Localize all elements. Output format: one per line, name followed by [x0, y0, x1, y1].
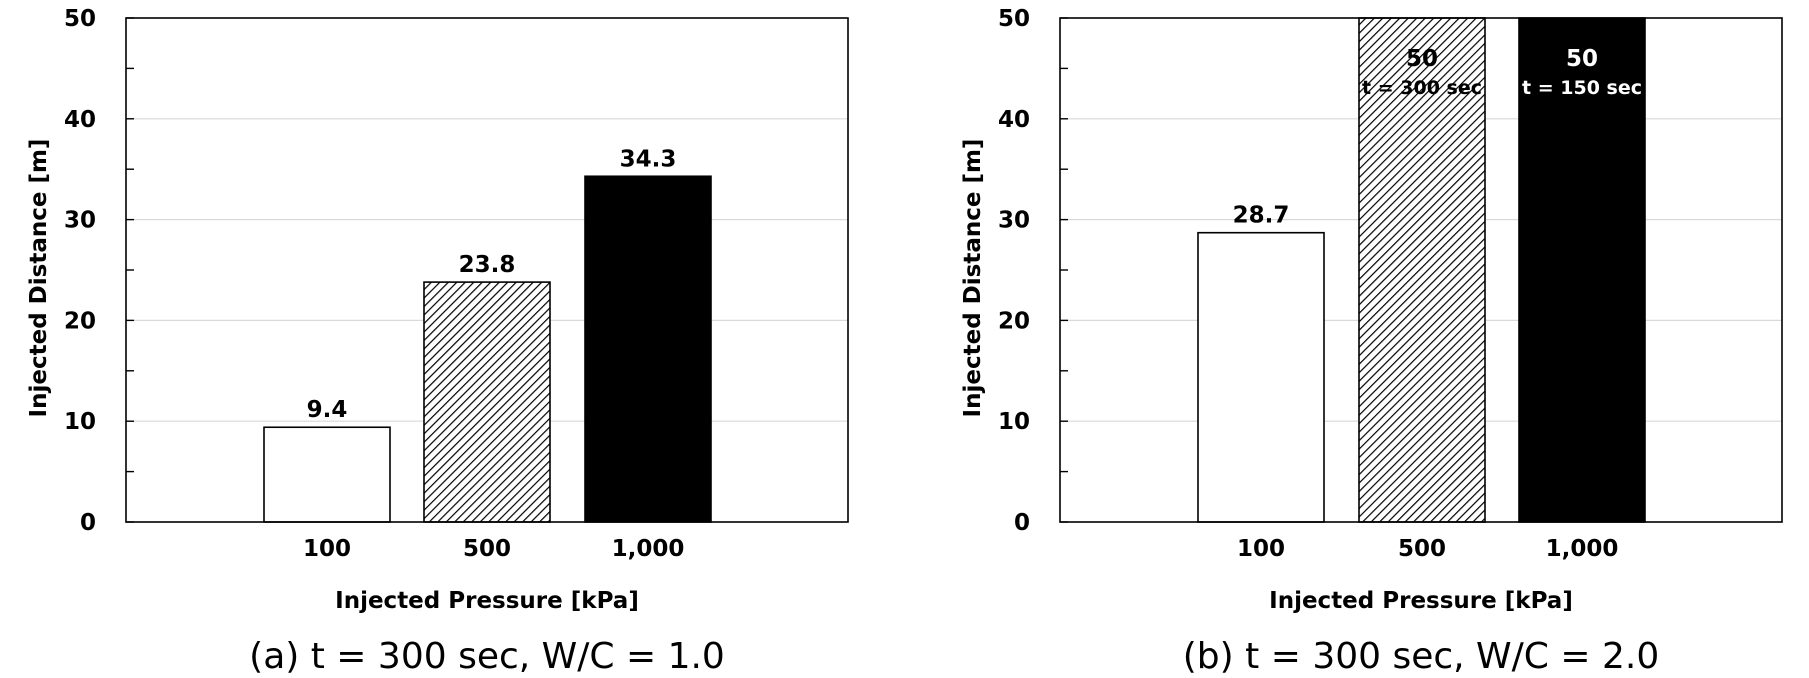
y-tick-label: 0: [80, 510, 96, 536]
x-tick-label: 1,000: [1546, 536, 1619, 562]
x-tick-label: 500: [1398, 536, 1446, 562]
x-axis-title: Injected Pressure [kPa]: [335, 588, 639, 614]
y-tick-label: 10: [64, 409, 96, 435]
data-label: 9.4: [307, 397, 348, 423]
y-tick-label: 30: [64, 208, 96, 234]
y-tick-label: 20: [998, 308, 1030, 334]
data-label: 23.8: [459, 252, 516, 278]
x-tick-label: 1,000: [612, 536, 685, 562]
data-label: 34.3: [620, 146, 677, 172]
y-axis-title: Injected Distance [m]: [960, 139, 986, 418]
bar-100: [263, 426, 391, 523]
x-axis-title: Injected Pressure [kPa]: [1269, 588, 1573, 614]
y-tick-label: 40: [998, 107, 1030, 133]
y-tick-label: 50: [64, 6, 96, 32]
chart-panel-b: 0 10 20 30 40 50 100 500 1,000 28.7 50 t = 300 sec 5…: [960, 6, 1783, 677]
y-tick-label: 50: [998, 6, 1030, 32]
x-tick-label: 100: [303, 536, 351, 562]
data-sublabel: t = 150 sec: [1522, 77, 1642, 99]
bar-100: [1197, 231, 1325, 523]
chart-caption: (b) t = 300 sec, W/C = 2.0: [1183, 636, 1659, 677]
data-label: 28.7: [1233, 203, 1290, 229]
x-tick-label: 500: [463, 536, 511, 562]
y-tick-label: 0: [1014, 510, 1030, 536]
bar-500: [423, 281, 551, 523]
chart-panel-a: 0 10 20 30 40 50 100 500 1,000 9.4 23.8 34.3 Injecte…: [26, 6, 849, 677]
y-tick-label: 20: [64, 308, 96, 334]
y-tick-label: 10: [998, 409, 1030, 435]
x-tick-label: 100: [1237, 536, 1285, 562]
y-tick-label: 30: [998, 208, 1030, 234]
data-sublabel: t = 300 sec: [1362, 77, 1482, 99]
y-axis-title: Injected Distance [m]: [26, 139, 52, 418]
y-tick-label: 40: [64, 107, 96, 133]
bar-1000: [584, 175, 712, 523]
chart-caption: (a) t = 300 sec, W/C = 1.0: [249, 636, 725, 677]
data-label: 50: [1566, 46, 1598, 72]
data-label: 50: [1406, 46, 1438, 72]
